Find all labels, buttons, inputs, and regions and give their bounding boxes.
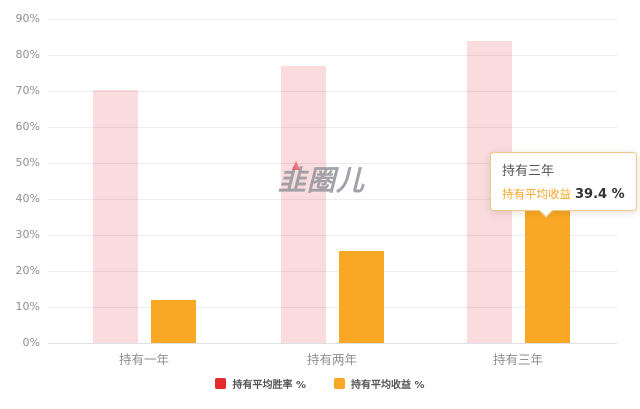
gridline xyxy=(48,19,617,20)
gridline xyxy=(48,307,617,308)
y-axis-tick-label: 80% xyxy=(15,48,40,61)
gridline xyxy=(48,91,617,92)
x-axis-category-label: 持有两年 xyxy=(306,352,357,367)
y-axis-tick-label: 10% xyxy=(15,300,40,313)
tooltip-series-label: 持有平均收益 xyxy=(502,187,571,201)
legend-swatch-icon xyxy=(215,378,227,389)
y-axis-tick-label: 90% xyxy=(15,12,40,25)
gridline xyxy=(48,235,617,236)
gridline xyxy=(48,271,617,272)
tooltip: 持有三年 持有平均收益 39.4 % xyxy=(490,152,637,218)
bar-win-rate[interactable] xyxy=(280,66,326,343)
x-axis-category-label: 持有三年 xyxy=(492,352,543,367)
legend: 持有平均胜率 % 持有平均收益 % xyxy=(0,376,640,391)
y-axis-tick-label: 70% xyxy=(15,84,40,97)
y-axis-tick-label: 50% xyxy=(15,156,40,169)
legend-swatch-icon xyxy=(334,378,345,389)
y-axis-tick-label: 40% xyxy=(15,192,40,205)
y-axis-tick-label: 30% xyxy=(15,228,40,241)
gridline xyxy=(48,199,617,200)
gridline xyxy=(48,127,617,128)
x-axis-category-label: 持有一年 xyxy=(118,352,169,367)
y-axis-tick-label: 20% xyxy=(15,264,40,277)
legend-item[interactable]: 持有平均胜率 % xyxy=(215,376,306,391)
tooltip-value: 39.4 % xyxy=(575,187,625,202)
y-axis-tick-label: 60% xyxy=(15,120,40,133)
bar-win-rate[interactable] xyxy=(92,89,138,343)
x-axis-line xyxy=(48,343,617,344)
legend-label: 持有平均胜率 % xyxy=(232,380,306,391)
gridline xyxy=(48,55,617,56)
bar-return[interactable] xyxy=(338,250,384,343)
tooltip-row: 持有平均收益 39.4 % xyxy=(502,183,625,202)
gridline xyxy=(48,163,617,164)
watermark: 韭圈儿 xyxy=(278,161,365,198)
legend-item[interactable]: 持有平均收益 % xyxy=(334,376,425,391)
bar-return[interactable] xyxy=(524,201,570,343)
y-axis-tick-label: 0% xyxy=(22,336,40,349)
legend-label: 持有平均收益 % xyxy=(351,380,425,391)
tooltip-title: 持有三年 xyxy=(502,164,555,179)
bar-return[interactable] xyxy=(150,300,196,343)
watermark-arrow-icon xyxy=(292,161,300,170)
tooltip-arrow-fill xyxy=(539,209,553,216)
